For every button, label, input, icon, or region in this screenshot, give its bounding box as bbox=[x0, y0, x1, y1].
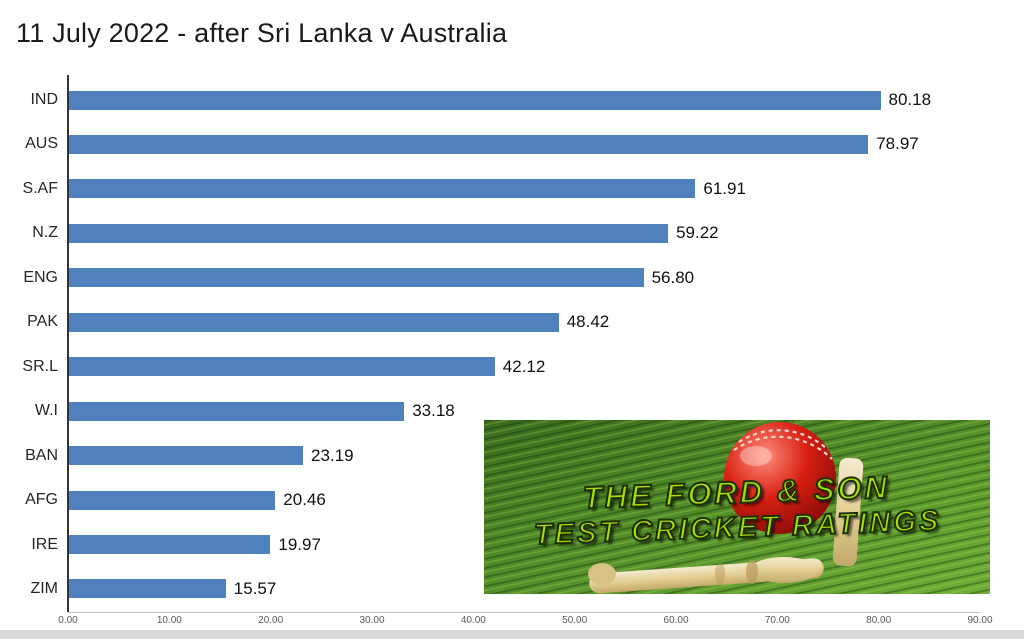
bar-row: ZIM 15.57 bbox=[0, 567, 1024, 611]
value-label: 48.42 bbox=[566, 312, 610, 332]
bar bbox=[68, 446, 303, 466]
category-label: ZIM bbox=[30, 579, 58, 597]
value-label: 59.22 bbox=[676, 223, 719, 243]
chart-title: 11 July 2022 - after Sri Lanka v Austral… bbox=[16, 18, 508, 48]
bar-row: W.I 33.18 bbox=[0, 389, 1024, 433]
bar bbox=[68, 223, 669, 243]
bar bbox=[68, 268, 644, 288]
bar bbox=[68, 535, 271, 554]
bar bbox=[68, 401, 405, 421]
bar-row: AUS 78.97 bbox=[0, 122, 1024, 166]
category-label: BAN bbox=[25, 446, 58, 464]
y-axis-line bbox=[67, 75, 69, 612]
category-label: ENG bbox=[23, 268, 58, 286]
bar bbox=[68, 90, 881, 110]
value-label: 78.97 bbox=[876, 134, 919, 154]
bar bbox=[68, 357, 495, 377]
bar bbox=[68, 490, 276, 510]
category-label: SR.L bbox=[22, 357, 58, 375]
value-label: 56.80 bbox=[651, 267, 695, 287]
value-label: 61.91 bbox=[703, 178, 746, 198]
bar-row: PAK 48.42 bbox=[0, 300, 1024, 344]
x-axis-tick-label: 40.00 bbox=[460, 615, 486, 626]
category-label: PAK bbox=[27, 313, 58, 331]
bar bbox=[68, 579, 226, 599]
category-label: IRE bbox=[31, 535, 58, 553]
x-axis-tick-label: 90.00 bbox=[967, 615, 993, 626]
value-label: 33.18 bbox=[412, 401, 455, 421]
x-axis-tick-label: 70.00 bbox=[764, 615, 790, 626]
x-axis-line bbox=[68, 612, 980, 613]
value-label: 42.12 bbox=[502, 356, 546, 376]
watermark-photo: THE FORD & SON TEST CRICKET RATINGS bbox=[484, 420, 990, 594]
grass-cricket-ball-image bbox=[484, 420, 990, 594]
x-axis: 0.00 10.00 20.00 30.00 40.00 50.00 60.00 70.00 8… bbox=[0, 615, 1024, 633]
value-label: 23.19 bbox=[311, 445, 354, 465]
x-axis-tick-label: 10.00 bbox=[156, 615, 182, 626]
value-label: 80.18 bbox=[888, 90, 932, 109]
bar-row: IRE 19.97 bbox=[0, 523, 1024, 567]
bar-row: BAN 23.19 bbox=[0, 434, 1024, 478]
category-label: AUS bbox=[25, 135, 58, 153]
bar bbox=[68, 312, 559, 332]
x-axis-tick-label: 80.00 bbox=[866, 615, 892, 626]
bar bbox=[68, 134, 869, 154]
x-axis-tick-label: 20.00 bbox=[258, 615, 284, 626]
bar-row: N.Z 59.22 bbox=[0, 211, 1024, 255]
category-label: W.I bbox=[34, 402, 58, 420]
x-axis-tick-label: 30.00 bbox=[359, 615, 385, 626]
bottom-strip bbox=[0, 630, 1024, 639]
value-label: 20.46 bbox=[283, 490, 326, 510]
category-label: S.AF bbox=[22, 179, 58, 197]
bar-row: IND 80.18 bbox=[0, 78, 1024, 122]
bar bbox=[68, 179, 696, 199]
value-label: 15.57 bbox=[233, 578, 277, 598]
bar-chart: IND 80.18 AUS 78.97 S.AF 61.91 N.Z 59.22 ENG 56.8… bbox=[0, 75, 1024, 626]
category-label: N.Z bbox=[32, 224, 58, 242]
bar-row: ENG 56.80 bbox=[0, 256, 1024, 300]
x-axis-tick-label: 50.00 bbox=[562, 615, 588, 626]
category-label: IND bbox=[30, 91, 58, 108]
x-axis-tick-label: 60.00 bbox=[663, 615, 689, 626]
value-label: 19.97 bbox=[278, 534, 321, 554]
bar-row: S.AF 61.91 bbox=[0, 167, 1024, 211]
bar-row: SR.L 42.12 bbox=[0, 345, 1024, 389]
bar-rows: IND 80.18 AUS 78.97 S.AF 61.91 N.Z 59.22 ENG 56.8… bbox=[0, 78, 1024, 612]
category-label: AFG bbox=[25, 491, 58, 509]
bar-row: AFG 20.46 bbox=[0, 478, 1024, 522]
x-axis-tick-label: 0.00 bbox=[58, 615, 78, 626]
